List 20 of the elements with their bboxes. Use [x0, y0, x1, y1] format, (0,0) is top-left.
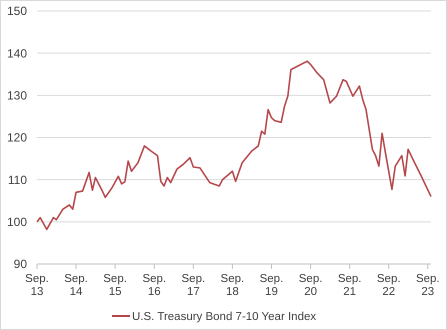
y-tick-label: 100: [6, 215, 28, 230]
x-tick-label: Sep. 13: [25, 273, 49, 298]
y-tick-label: 140: [6, 46, 28, 60]
y-tick-label: 90: [14, 257, 28, 272]
y-tick-label: 150: [6, 4, 28, 18]
x-tick-label: Sep. 16: [142, 273, 166, 298]
y-tick-label: 110: [8, 172, 28, 187]
line-series: [36, 60, 432, 230]
y-tick-label: 130: [6, 88, 28, 103]
x-tick-label: Sep. 15: [103, 273, 127, 298]
x-tick-label: Sep. 23: [416, 273, 440, 298]
x-tick-label: Sep. 21: [338, 273, 362, 298]
x-tick-label: Sep. 19: [260, 273, 284, 298]
x-tick-label: Sep. 14: [64, 273, 88, 298]
legend-label: U.S. Treasury Bond 7-10 Year Index: [132, 311, 316, 324]
x-tick-label: Sep. 20: [298, 273, 322, 298]
x-tick-label: Sep. 17: [182, 273, 206, 298]
x-tick-label: Sep. 18: [220, 273, 244, 298]
x-tick-label: Sep. 22: [376, 273, 401, 298]
y-tick-label: 120: [6, 130, 28, 145]
